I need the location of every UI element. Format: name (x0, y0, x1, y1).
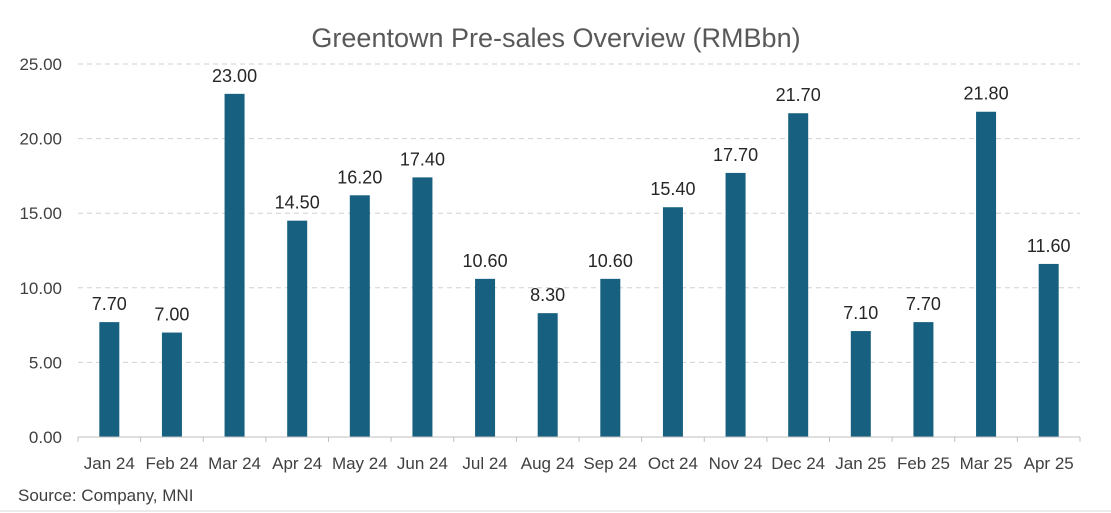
y-tick-label: 15.00 (19, 204, 62, 223)
bars (99, 93, 1059, 438)
data-label: 11.60 (1027, 236, 1071, 256)
x-tick-label: Apr 25 (1024, 454, 1074, 473)
data-label: 21.70 (776, 85, 821, 105)
y-tick-label: 10.00 (19, 279, 62, 298)
x-axis-ticks: Jan 24 Feb 24 Mar 24 Apr 24 May 24 Jun 24 Jul … (77, 437, 1081, 473)
data-label: 17.40 (400, 149, 445, 169)
bar (913, 322, 934, 437)
bar (600, 278, 621, 437)
y-axis-ticks: 0.00 5.00 10.00 15.00 20.00 25.00 (19, 55, 62, 447)
bar (412, 177, 433, 437)
data-label: 7.10 (843, 303, 878, 323)
bar (349, 195, 370, 437)
bar (850, 331, 871, 437)
gridlines (78, 63, 1080, 363)
x-tick-label: Mar 24 (208, 454, 261, 473)
y-tick-label: 5.00 (29, 353, 62, 372)
x-tick-label: May 24 (332, 454, 388, 473)
bar (224, 93, 245, 437)
y-tick-label: 0.00 (29, 428, 62, 447)
bar (475, 278, 496, 437)
x-tick-label: Jul 24 (462, 454, 507, 473)
data-label: 7.00 (154, 305, 189, 325)
data-label: 23.00 (212, 66, 257, 86)
bar (161, 332, 182, 437)
x-tick-label: Oct 24 (648, 454, 698, 473)
x-tick-label: Aug 24 (521, 454, 575, 473)
x-tick-label: Jun 24 (397, 454, 448, 473)
data-labels: 7.70 7.00 23.00 14.50 16.20 17.40 10.60 8.30 10.… (92, 66, 1071, 325)
x-tick-label: Feb 25 (897, 454, 950, 473)
data-label: 7.70 (906, 294, 941, 314)
data-label: 10.60 (588, 251, 633, 271)
data-label: 7.70 (92, 294, 127, 314)
data-label: 8.30 (530, 285, 565, 305)
bar (788, 113, 809, 438)
chart-title: Greentown Pre-sales Overview (RMBbn) (311, 23, 800, 53)
x-tick-label: Dec 24 (771, 454, 825, 473)
bar (1038, 263, 1059, 437)
y-tick-label: 25.00 (19, 55, 62, 74)
bar (725, 172, 746, 437)
bar (287, 220, 308, 437)
y-tick-label: 20.00 (19, 130, 62, 149)
bar (99, 322, 120, 437)
x-tick-label: Jan 25 (835, 454, 886, 473)
x-tick-label: Apr 24 (272, 454, 322, 473)
x-tick-label: Nov 24 (709, 454, 763, 473)
data-label: 10.60 (463, 251, 508, 271)
bar (537, 313, 558, 437)
x-tick-label: Mar 25 (960, 454, 1013, 473)
bar (976, 111, 997, 437)
x-tick-label: Feb 24 (145, 454, 198, 473)
data-label: 16.20 (337, 167, 382, 187)
x-tick-label: Sep 24 (583, 454, 637, 473)
data-label: 17.70 (713, 145, 758, 165)
bar (662, 207, 683, 437)
x-tick-label: Jan 24 (84, 454, 135, 473)
data-label: 14.50 (275, 193, 320, 213)
data-label: 21.80 (964, 84, 1009, 104)
source-note: Source: Company, MNI (18, 486, 193, 505)
data-label: 15.40 (650, 179, 695, 199)
